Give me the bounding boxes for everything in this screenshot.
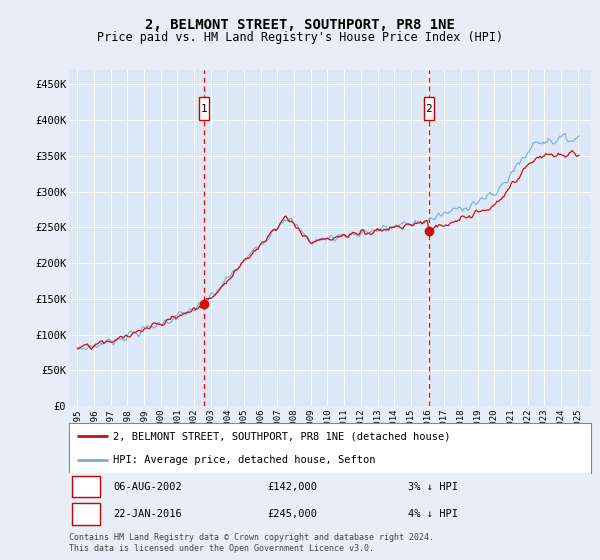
Text: 2, BELMONT STREET, SOUTHPORT, PR8 1NE: 2, BELMONT STREET, SOUTHPORT, PR8 1NE	[145, 18, 455, 32]
Text: 1: 1	[201, 104, 208, 114]
Text: 2: 2	[425, 104, 432, 114]
Text: Price paid vs. HM Land Registry's House Price Index (HPI): Price paid vs. HM Land Registry's House …	[97, 31, 503, 44]
FancyBboxPatch shape	[199, 97, 209, 120]
Text: 4% ↓ HPI: 4% ↓ HPI	[409, 509, 458, 519]
Text: 1: 1	[83, 482, 89, 492]
FancyBboxPatch shape	[424, 97, 434, 120]
Text: HPI: Average price, detached house, Sefton: HPI: Average price, detached house, Seft…	[113, 455, 376, 465]
Text: 06-AUG-2002: 06-AUG-2002	[113, 482, 182, 492]
FancyBboxPatch shape	[71, 476, 100, 497]
Text: 2: 2	[83, 509, 89, 519]
Text: 22-JAN-2016: 22-JAN-2016	[113, 509, 182, 519]
Text: £142,000: £142,000	[268, 482, 317, 492]
FancyBboxPatch shape	[71, 503, 100, 525]
Text: Contains HM Land Registry data © Crown copyright and database right 2024.
This d: Contains HM Land Registry data © Crown c…	[69, 533, 434, 553]
Text: 3% ↓ HPI: 3% ↓ HPI	[409, 482, 458, 492]
Text: £245,000: £245,000	[268, 509, 317, 519]
Text: 2, BELMONT STREET, SOUTHPORT, PR8 1NE (detached house): 2, BELMONT STREET, SOUTHPORT, PR8 1NE (d…	[113, 431, 451, 441]
